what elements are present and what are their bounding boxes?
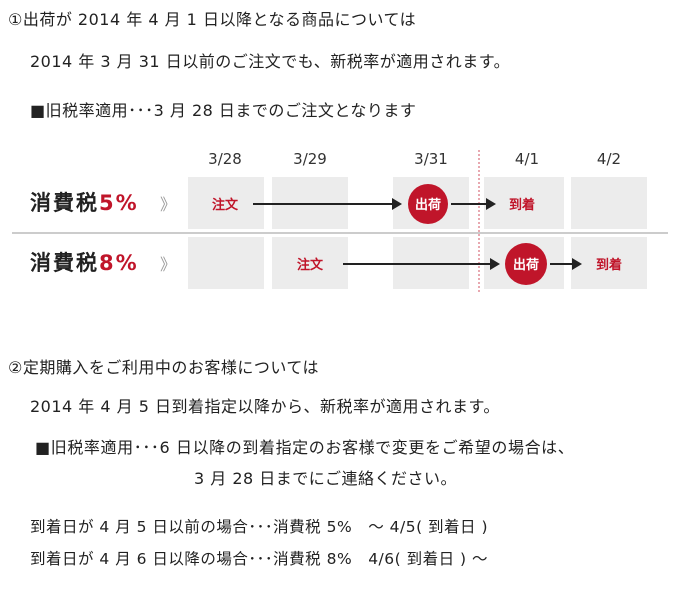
row1-label: 消費税5%: [30, 191, 139, 215]
case2-title: ②定期購入をご利用中のお客様については: [8, 358, 320, 377]
case2-row1: 到着日が 4 月 5 日以前の場合･･･消費税 5% ～ 4/5( 到着日 ): [30, 518, 489, 536]
day-cell: [272, 237, 348, 289]
row2-ship-circle: [505, 243, 547, 285]
row1-arrive-label: 到着: [509, 197, 535, 213]
case2-row2: 到着日が 4 月 6 日以降の場合･･･消費税 8% 4/6( 到着日 ) ～: [30, 550, 489, 568]
tax-timeline-diagram: 3/28 3/29 3/31 4/1 4/2 消費税5% 》 注文 出荷 到着 …: [12, 150, 668, 292]
row2-arrive-label: 到着: [596, 257, 622, 273]
case1-note: ■旧税率適用･･･3 月 28 日までのご注文となります: [30, 101, 417, 120]
day-cell: [571, 237, 647, 289]
date-label-4-2: 4/2: [597, 150, 621, 168]
row1-arrow-head: [392, 198, 402, 210]
row2-arrow-head: [490, 258, 500, 270]
row1-arrow2-head: [486, 198, 496, 210]
row1-ship-label: 出荷: [415, 197, 441, 213]
row2-order-label: 注文: [297, 257, 324, 273]
row2-arrow2-head: [572, 258, 582, 270]
date-label-3-28: 3/28: [208, 150, 242, 168]
row1-order-label: 注文: [212, 197, 239, 213]
row2-label: 消費税8%: [30, 251, 139, 275]
row1-ship-circle: [408, 184, 448, 224]
day-cell: [188, 177, 264, 229]
date-label-3-29: 3/29: [293, 150, 327, 168]
date-label-3-31: 3/31: [414, 150, 448, 168]
day-cell: [571, 177, 647, 229]
case1-title: ①出荷が 2014 年 4 月 1 日以降となる商品については: [8, 10, 417, 29]
case2-note1: ■旧税率適用･･･6 日以降の到着指定のお客様で変更をご希望の場合は、: [35, 438, 575, 457]
case2-note2: 3 月 28 日までにご連絡ください。: [194, 469, 457, 488]
row1-chevron-icon: 》: [160, 195, 176, 214]
date-label-4-1: 4/1: [515, 150, 539, 168]
case1-line2: 2014 年 3 月 31 日以前のご注文でも、新税率が適用されます。: [30, 52, 511, 71]
day-cell: [188, 237, 264, 289]
case2-line2: 2014 年 4 月 5 日到着指定以降から、新税率が適用されます。: [30, 397, 500, 416]
day-cell: [484, 177, 564, 229]
row2-chevron-icon: 》: [160, 255, 176, 274]
row2-ship-label: 出荷: [513, 257, 539, 273]
